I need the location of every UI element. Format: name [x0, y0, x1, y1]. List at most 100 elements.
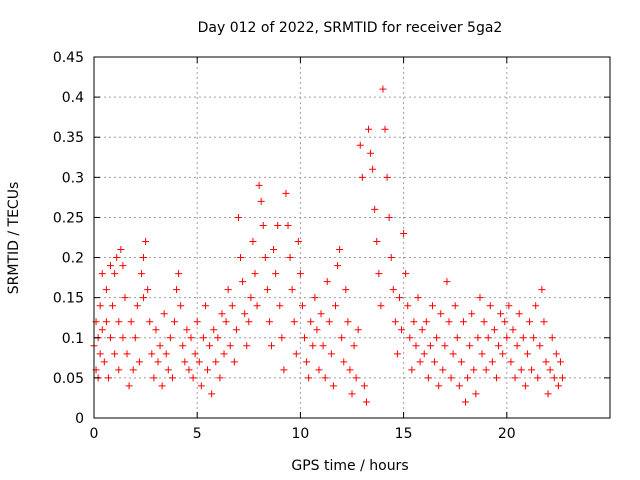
data-point: [360, 382, 368, 390]
data-point: [119, 262, 127, 270]
data-point: [173, 286, 181, 294]
data-point: [96, 350, 104, 358]
data-point: [175, 270, 183, 278]
data-point: [464, 374, 472, 382]
data-point: [369, 165, 377, 173]
data-point: [270, 246, 278, 254]
data-point: [336, 246, 344, 254]
data-point: [540, 318, 548, 326]
data-point: [556, 358, 564, 366]
data-point: [263, 286, 271, 294]
data-point: [115, 366, 123, 374]
data-point: [298, 302, 306, 310]
data-point: [385, 213, 393, 221]
data-point: [204, 366, 212, 374]
data-point: [334, 262, 342, 270]
data-point: [259, 221, 267, 229]
data-point: [400, 229, 408, 237]
data-point: [559, 374, 567, 382]
data-point: [412, 342, 420, 350]
data-point: [350, 342, 358, 350]
data-point: [152, 326, 160, 334]
data-points: [90, 85, 567, 406]
data-point: [119, 334, 127, 342]
data-point: [272, 270, 280, 278]
data-point: [179, 342, 187, 350]
data-point: [98, 326, 106, 334]
data-point: [398, 326, 406, 334]
data-point: [383, 173, 391, 181]
data-point: [276, 302, 284, 310]
data-point: [342, 286, 350, 294]
data-point: [424, 374, 432, 382]
data-point: [261, 254, 269, 262]
data-point: [294, 238, 302, 246]
data-point: [222, 318, 230, 326]
data-point: [239, 278, 247, 286]
x-axis-title: GPS time / hours: [291, 458, 408, 474]
data-point: [146, 318, 154, 326]
data-point: [519, 334, 527, 342]
tick-marks: [93, 56, 610, 419]
y-tick-label: 0.45: [53, 50, 84, 66]
data-point: [544, 390, 552, 398]
data-point: [536, 342, 544, 350]
data-point: [395, 294, 403, 302]
data-point: [530, 334, 538, 342]
data-point: [509, 326, 517, 334]
data-point: [98, 270, 106, 278]
data-point: [177, 302, 185, 310]
data-point: [102, 318, 110, 326]
data-point: [292, 350, 300, 358]
data-point: [142, 238, 150, 246]
data-point: [466, 342, 474, 350]
data-point: [488, 358, 496, 366]
data-point: [455, 382, 463, 390]
data-point: [515, 310, 523, 318]
data-point: [140, 294, 148, 302]
data-point: [158, 382, 166, 390]
data-point: [513, 342, 521, 350]
data-point: [526, 318, 534, 326]
data-point: [470, 366, 478, 374]
data-point: [237, 254, 245, 262]
y-tick-label: 0.2: [62, 251, 84, 267]
data-point: [288, 286, 296, 294]
data-point: [164, 366, 172, 374]
data-point: [162, 350, 170, 358]
data-point: [208, 390, 216, 398]
data-point: [160, 310, 168, 318]
data-point: [199, 334, 207, 342]
data-point: [379, 85, 387, 93]
data-point: [377, 302, 385, 310]
y-tick-label: 0.15: [53, 291, 84, 307]
data-point: [323, 278, 331, 286]
data-point: [265, 318, 273, 326]
data-point: [365, 125, 373, 133]
data-point: [381, 125, 389, 133]
data-point: [290, 318, 298, 326]
data-point: [532, 302, 540, 310]
data-point: [391, 318, 399, 326]
data-point: [321, 374, 329, 382]
data-point: [315, 366, 323, 374]
data-point: [129, 366, 137, 374]
data-point: [340, 358, 348, 366]
data-point: [486, 302, 494, 310]
data-point: [528, 366, 536, 374]
data-point: [115, 318, 123, 326]
data-point: [484, 334, 492, 342]
y-tick-labels: 0 0.05 0.1 0.15 0.2 0.25 0.3 0.35 0.4 0.45: [53, 50, 84, 427]
data-point: [218, 310, 226, 318]
data-point: [214, 334, 222, 342]
data-point: [183, 326, 191, 334]
data-point: [387, 254, 395, 262]
data-point: [356, 141, 364, 149]
data-point: [521, 382, 529, 390]
data-point: [373, 238, 381, 246]
x-tick-label: 5: [193, 426, 202, 442]
data-point: [191, 350, 199, 358]
data-point: [216, 374, 224, 382]
